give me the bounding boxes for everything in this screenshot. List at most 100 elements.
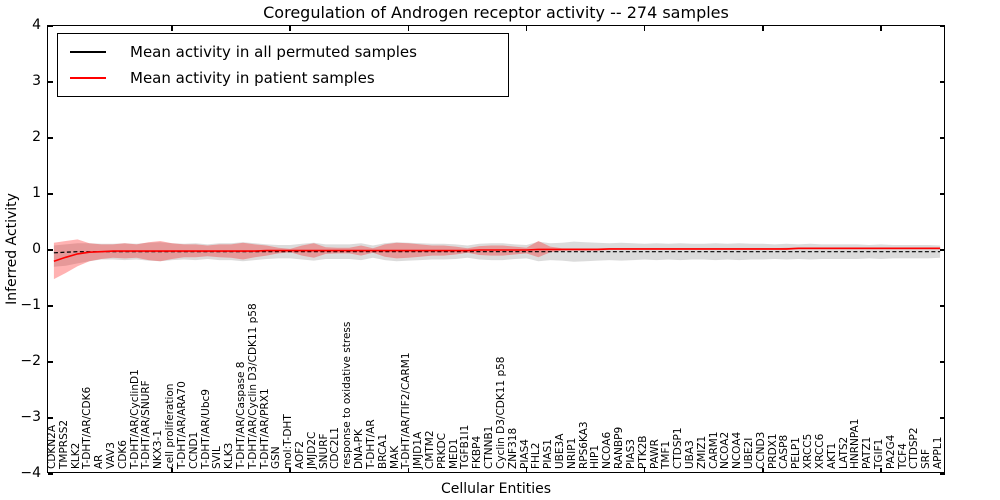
patient-mean-line	[53, 247, 941, 262]
legend-item-patient: Mean activity in patient samples	[58, 69, 508, 87]
x-tick-mark	[643, 26, 646, 31]
x-tick-label: TMF1	[660, 440, 673, 469]
x-tick-mark	[643, 467, 646, 473]
x-tick-label: T-DHT/AR/CDK6	[81, 386, 94, 469]
x-tick-mark	[525, 467, 528, 473]
x-tick-label: ZMIZ1	[695, 435, 708, 469]
x-tick-label: T-DHT/AR/CyclinD1	[128, 369, 141, 469]
y-tick-mark	[48, 361, 53, 363]
y-tick-label: −4	[20, 465, 41, 481]
x-tick-label: UBA3	[683, 440, 696, 469]
y-tick-mark	[48, 417, 53, 419]
y-tick-mark	[939, 249, 945, 251]
x-tick-label: Cyclin D3/CDK11 p58	[494, 356, 507, 469]
y-tick-mark	[48, 473, 53, 475]
x-tick-label: PA2G4	[884, 434, 897, 469]
x-tick-label: NRIP1	[565, 437, 578, 469]
x-tick-mark	[171, 467, 173, 473]
y-tick-mark	[939, 417, 945, 419]
x-tick-label: PAWR	[648, 439, 661, 469]
y-tick-label: 4	[32, 17, 41, 33]
legend-label-patient: Mean activity in patient samples	[130, 69, 375, 88]
plot-area	[47, 25, 945, 475]
x-tick-label: AOF2	[294, 441, 307, 469]
y-tick-label: −3	[20, 409, 41, 425]
x-tick-label: SNURF	[317, 433, 330, 469]
x-tick-label: CARM1	[707, 431, 720, 469]
x-tick-mark	[289, 467, 291, 473]
x-tick-label: BRCA1	[376, 433, 389, 469]
x-tick-label: PIAS4	[518, 439, 531, 469]
x-tick-label: TMPRSS2	[57, 419, 70, 469]
x-tick-label: LATS2	[837, 436, 850, 469]
x-tick-label: VAV3	[104, 442, 117, 469]
x-tick-label: NKX3-1	[152, 429, 165, 469]
x-tick-label: NCOA2	[719, 431, 732, 469]
x-tick-label: PRKDC	[435, 433, 448, 469]
x-tick-label: CCND3	[754, 431, 767, 469]
x-tick-label: HIP1	[589, 444, 602, 469]
legend-label-permuted: Mean activity in all permuted samples	[130, 42, 417, 61]
y-tick-mark	[48, 81, 53, 83]
x-tick-label: CDKN2A	[45, 424, 58, 469]
x-tick-label: T-DHT/AR/ARA70	[175, 381, 188, 469]
x-axis-label: Cellular Entities	[440, 481, 552, 497]
x-tick-label: NCOA4	[731, 431, 744, 469]
x-tick-label: RANBP9	[613, 426, 626, 469]
y-tick-mark	[48, 305, 53, 307]
x-tick-mark	[880, 467, 882, 473]
y-tick-mark	[939, 361, 945, 363]
x-tick-mark	[762, 26, 764, 31]
x-tick-label: FHL2	[530, 442, 543, 469]
x-tick-label: XRCC6	[813, 433, 826, 469]
y-tick-label: 1	[32, 185, 41, 201]
x-tick-label: ZNF318	[506, 427, 519, 469]
y-tick-mark	[48, 249, 53, 251]
y-tick-label: 0	[32, 241, 41, 257]
x-tick-label: TCF4	[896, 443, 909, 469]
x-tick-label: RPS6KA3	[577, 421, 590, 469]
x-tick-label: T-DHT/AR/SNURF	[140, 380, 153, 469]
x-tick-label: CTDSP1	[672, 427, 685, 469]
x-tick-mark	[171, 26, 173, 31]
x-tick-label: CTNNB1	[483, 425, 496, 469]
x-tick-label: GSN	[270, 446, 283, 469]
x-tick-label: AKT1	[825, 442, 838, 469]
y-tick-mark	[939, 305, 945, 307]
x-tick-label: TGFB1I1	[459, 424, 472, 469]
y-tick-label: 2	[32, 129, 41, 145]
x-tick-label: SRF	[920, 448, 933, 469]
chart-title: Coregulation of Androgen receptor activi…	[263, 3, 729, 22]
x-tick-label: KLK3	[223, 442, 236, 469]
x-tick-label: CMTM2	[424, 430, 436, 469]
x-tick-label: KLK2	[69, 442, 82, 469]
legend-item-permuted: Mean activity in all permuted samples	[58, 43, 508, 61]
x-tick-mark	[525, 26, 528, 31]
x-tick-label: AR	[93, 454, 106, 469]
y-tick-mark	[48, 193, 53, 195]
y-tick-mark	[48, 25, 53, 27]
x-tick-label: T-DHT/AR/Ubc9	[199, 389, 212, 469]
x-tick-label: CDC2L1	[329, 427, 342, 469]
x-tick-label: PELP1	[790, 437, 803, 469]
x-tick-label: PRDX1	[766, 433, 779, 469]
x-tick-mark	[407, 26, 410, 31]
x-tick-label: CDK6	[116, 440, 129, 469]
y-tick-mark	[939, 137, 945, 139]
y-tick-mark	[939, 193, 945, 195]
y-tick-label: −2	[20, 353, 41, 369]
x-tick-label: CASP8	[778, 434, 791, 469]
x-tick-label: PATZ1	[861, 436, 874, 469]
x-tick-label: CTDSP2	[908, 427, 921, 469]
x-tick-label: JMJD2C	[305, 431, 318, 469]
x-tick-label: PIAS1	[542, 439, 555, 469]
x-tick-label: UBE2I	[743, 437, 756, 469]
x-tick-label: T-DHT/AR/Cyclin D3/CDK11 p58	[246, 303, 259, 469]
chart-canvas	[53, 239, 941, 280]
x-tick-label: DNA-PK	[353, 429, 366, 469]
patient-line-sample-icon	[70, 77, 106, 80]
x-tick-label: TGIF1	[873, 438, 885, 469]
y-tick-mark	[939, 81, 945, 83]
x-tick-label: response to oxidative stress	[341, 321, 354, 469]
